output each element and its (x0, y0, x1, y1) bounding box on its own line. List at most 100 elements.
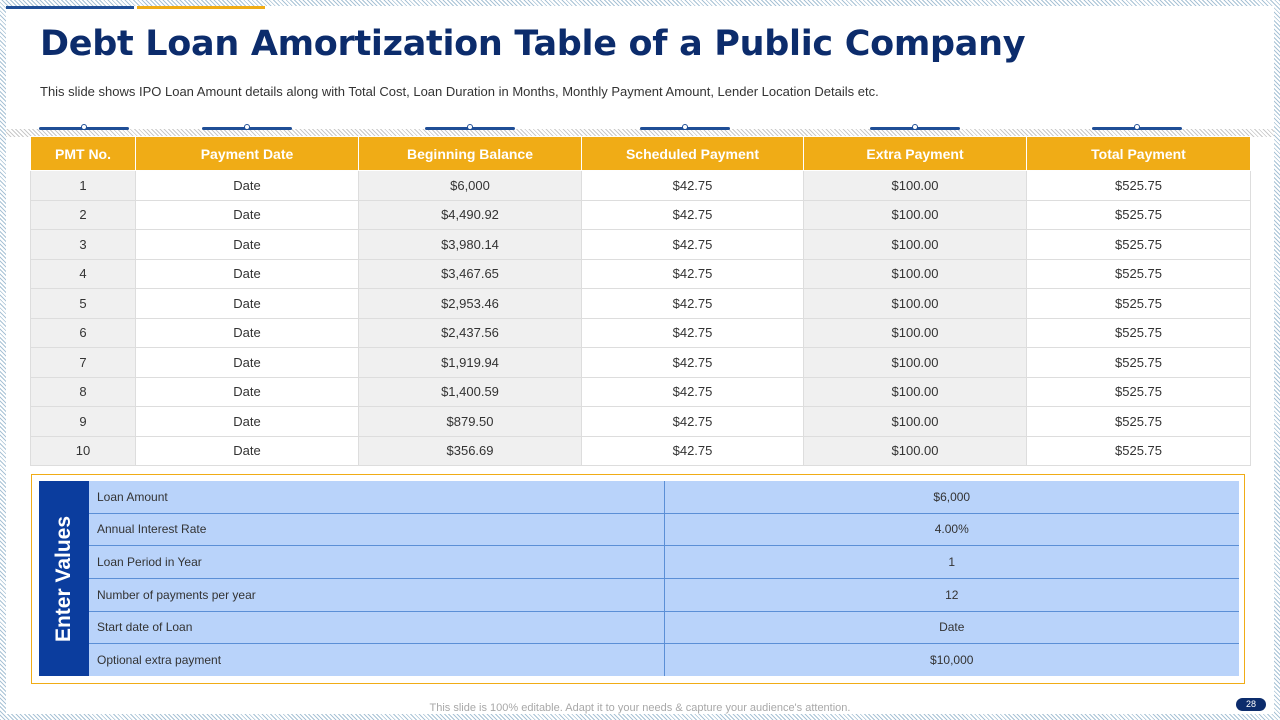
enter-values-row: Annual Interest Rate 4.00% (89, 513, 1239, 547)
pmt-no-cell: 2 (30, 199, 136, 230)
slide: Debt Loan Amortization Table of a Public… (6, 6, 1274, 714)
table-row: 7 Date $1,919.94 $42.75 $100.00 $525.75 (30, 347, 1251, 378)
extra-payment-cell: $100.00 (803, 288, 1027, 319)
pmt-no-cell: 10 (30, 435, 136, 466)
column-marker (640, 124, 730, 130)
beginning-balance-cell: $1,400.59 (358, 376, 582, 407)
scheduled-payment-cell: $42.75 (581, 288, 804, 319)
payment-date-cell: Date (135, 170, 359, 201)
table-row: 1 Date $6,000 $42.75 $100.00 $525.75 (30, 170, 1251, 201)
pmt-no-cell: 8 (30, 376, 136, 407)
extra-payment-cell: $100.00 (803, 406, 1027, 437)
beginning-balance-cell: $3,467.65 (358, 258, 582, 289)
total-payment-cell: $525.75 (1026, 170, 1251, 201)
pmt-no-cell: 3 (30, 229, 136, 260)
pmt-no-cell: 6 (30, 317, 136, 348)
enter-values-panel: Enter Values Loan Amount $6,000 Annual Int… (31, 474, 1245, 684)
scheduled-payment-cell: $42.75 (581, 170, 804, 201)
beginning-balance-cell: $879.50 (358, 406, 582, 437)
extra-payment-cell: $100.00 (803, 435, 1027, 466)
enter-values-row: Loan Amount $6,000 (89, 481, 1239, 514)
scheduled-payment-cell: $42.75 (581, 317, 804, 348)
extra-payment-cell: $100.00 (803, 376, 1027, 407)
scheduled-payment-cell: $42.75 (581, 229, 804, 260)
enter-values-row-label: Optional extra payment (89, 643, 665, 676)
header-payment-date: Payment Date (135, 136, 359, 171)
header-pmt-no: PMT No. (30, 136, 136, 171)
pmt-no-cell: 7 (30, 347, 136, 378)
scheduled-payment-cell: $42.75 (581, 376, 804, 407)
extra-payment-cell: $100.00 (803, 317, 1027, 348)
payment-date-cell: Date (135, 435, 359, 466)
total-payment-cell: $525.75 (1026, 288, 1251, 319)
payment-date-cell: Date (135, 199, 359, 230)
total-payment-cell: $525.75 (1026, 435, 1251, 466)
total-payment-cell: $525.75 (1026, 229, 1251, 260)
scheduled-payment-cell: $42.75 (581, 347, 804, 378)
payment-date-cell: Date (135, 347, 359, 378)
column-marker (425, 124, 515, 130)
table-row: 9 Date $879.50 $42.75 $100.00 $525.75 (30, 406, 1251, 437)
scheduled-payment-cell: $42.75 (581, 435, 804, 466)
extra-payment-cell: $100.00 (803, 229, 1027, 260)
amortization-table: PMT No. Payment Date Beginning Balance S… (30, 136, 1251, 466)
scheduled-payment-cell: $42.75 (581, 199, 804, 230)
enter-values-row-value: $6,000 (664, 481, 1239, 514)
enter-values-row-value: $10,000 (664, 643, 1239, 676)
extra-payment-cell: $100.00 (803, 199, 1027, 230)
beginning-balance-cell: $356.69 (358, 435, 582, 466)
beginning-balance-cell: $6,000 (358, 170, 582, 201)
payment-date-cell: Date (135, 317, 359, 348)
scheduled-payment-cell: $42.75 (581, 406, 804, 437)
payment-date-cell: Date (135, 376, 359, 407)
enter-values-row-label: Number of payments per year (89, 578, 665, 612)
total-payment-cell: $525.75 (1026, 406, 1251, 437)
column-marker (1092, 124, 1182, 130)
table-row: 3 Date $3,980.14 $42.75 $100.00 $525.75 (30, 229, 1251, 260)
extra-payment-cell: $100.00 (803, 170, 1027, 201)
table-row: 10 Date $356.69 $42.75 $100.00 $525.75 (30, 435, 1251, 466)
total-payment-cell: $525.75 (1026, 376, 1251, 407)
enter-values-row: Loan Period in Year 1 (89, 545, 1239, 579)
pmt-no-cell: 1 (30, 170, 136, 201)
payment-date-cell: Date (135, 288, 359, 319)
enter-values-row-value: 4.00% (664, 513, 1239, 547)
page-number: 28 (1236, 698, 1266, 711)
pmt-no-cell: 9 (30, 406, 136, 437)
beginning-balance-cell: $3,980.14 (358, 229, 582, 260)
pmt-no-cell: 5 (30, 288, 136, 319)
beginning-balance-cell: $2,437.56 (358, 317, 582, 348)
payment-date-cell: Date (135, 258, 359, 289)
header-total-payment: Total Payment (1026, 136, 1251, 171)
enter-values-row-label: Loan Amount (89, 481, 665, 514)
table-row: 8 Date $1,400.59 $42.75 $100.00 $525.75 (30, 376, 1251, 407)
table-row: 2 Date $4,490.92 $42.75 $100.00 $525.75 (30, 199, 1251, 230)
footer-note: This slide is 100% editable. Adapt it to… (429, 702, 851, 714)
enter-values-table: Loan Amount $6,000 Annual Interest Rate 4.0… (89, 481, 1239, 676)
extra-payment-cell: $100.00 (803, 258, 1027, 289)
enter-values-row-label: Annual Interest Rate (89, 513, 665, 547)
header-beginning-balance: Beginning Balance (358, 136, 582, 171)
payment-date-cell: Date (135, 406, 359, 437)
accent-bar-gold (137, 6, 265, 9)
total-payment-cell: $525.75 (1026, 347, 1251, 378)
column-marker (870, 124, 960, 130)
column-marker (39, 124, 129, 130)
total-payment-cell: $525.75 (1026, 317, 1251, 348)
beginning-balance-cell: $4,490.92 (358, 199, 582, 230)
column-marker (202, 124, 292, 130)
enter-values-table-body: Loan Amount $6,000 Annual Interest Rate 4.0… (89, 481, 1239, 676)
enter-values-row-value: 1 (664, 545, 1239, 579)
enter-values-row-label: Start date of Loan (89, 611, 665, 645)
enter-values-row: Start date of Loan Date (89, 611, 1239, 645)
total-payment-cell: $525.75 (1026, 258, 1251, 289)
beginning-balance-cell: $1,919.94 (358, 347, 582, 378)
enter-values-row: Number of payments per year 12 (89, 578, 1239, 612)
enter-values-row: Optional extra payment $10,000 (89, 643, 1239, 676)
table-row: 4 Date $3,467.65 $42.75 $100.00 $525.75 (30, 258, 1251, 289)
enter-values-label-box: Enter Values (39, 481, 89, 676)
enter-values-row-label: Loan Period in Year (89, 545, 665, 579)
enter-values-label: Enter Values (52, 515, 75, 642)
header-extra-payment: Extra Payment (803, 136, 1027, 171)
total-payment-cell: $525.75 (1026, 199, 1251, 230)
